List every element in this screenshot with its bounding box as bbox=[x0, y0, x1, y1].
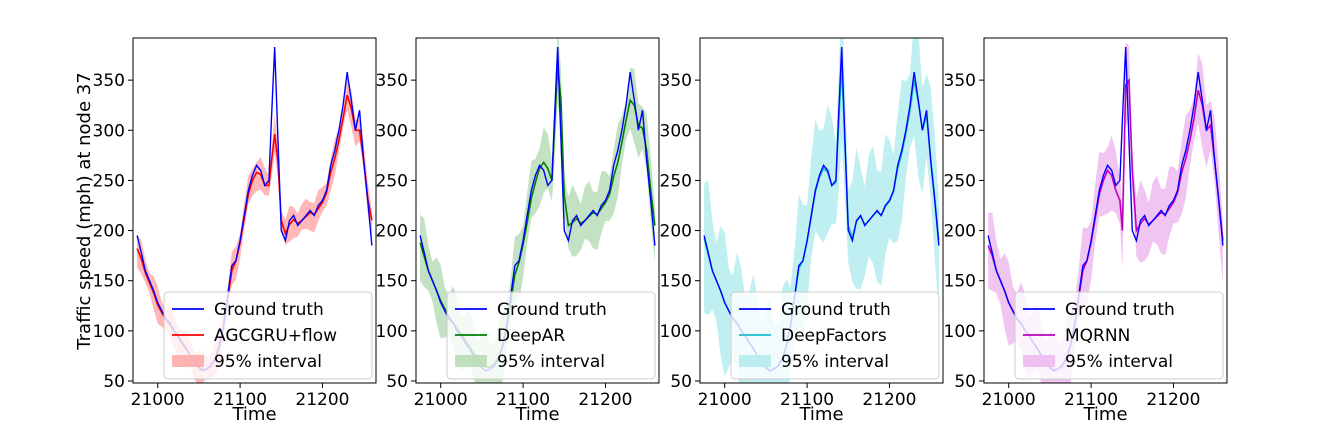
y-tick-label: 50 bbox=[954, 372, 976, 392]
x-tick-label: 21200 bbox=[1146, 390, 1200, 410]
y-tick-label: 50 bbox=[386, 372, 408, 392]
legend-label: 95% interval bbox=[781, 352, 889, 372]
axes-frame bbox=[699, 37, 944, 384]
axes-frame bbox=[132, 37, 377, 384]
x-tick-label: 21000 bbox=[982, 390, 1036, 410]
legend-label: Ground truth bbox=[497, 300, 607, 320]
y-tick-label: 300 bbox=[376, 121, 408, 141]
y-tick-label: 50 bbox=[670, 372, 692, 392]
legend-patch-swatch bbox=[455, 355, 487, 367]
y-tick-label: 250 bbox=[944, 171, 976, 191]
x-tick-label: 21200 bbox=[295, 390, 349, 410]
x-tick-label: 21100 bbox=[1064, 390, 1118, 410]
legend-box bbox=[446, 291, 656, 380]
legend-label: MQRNN bbox=[1065, 326, 1130, 346]
chart-panel-2: 50 100 150 200 250 300 350 21000 21100 21200 Time G… bbox=[376, 37, 660, 425]
interval-band bbox=[420, 38, 655, 383]
x-tick-label: 21000 bbox=[414, 390, 468, 410]
legend-label: 95% interval bbox=[214, 352, 322, 372]
y-tick-label: 350 bbox=[376, 71, 408, 91]
legend-label: AGCGRU+flow bbox=[214, 326, 337, 346]
x-tick-label: 21100 bbox=[496, 390, 550, 410]
axes-frame bbox=[415, 37, 660, 384]
legend-box bbox=[163, 291, 373, 380]
y-tick-label: 200 bbox=[93, 222, 125, 242]
legend-label: DeepAR bbox=[497, 326, 565, 346]
x-tick-label: 21200 bbox=[862, 390, 916, 410]
legend-label: DeepFactors bbox=[781, 326, 887, 346]
y-tick-label: 300 bbox=[944, 121, 976, 141]
y-tick-label: 100 bbox=[660, 322, 692, 342]
y-tick-label: 50 bbox=[103, 372, 125, 392]
y-tick-label: 150 bbox=[93, 272, 125, 292]
x-tick-label: 21100 bbox=[780, 390, 834, 410]
y-tick-label: 350 bbox=[944, 71, 976, 91]
y-tick-label: 200 bbox=[944, 222, 976, 242]
y-tick-label: 100 bbox=[944, 322, 976, 342]
x-axis-label: Time bbox=[231, 404, 276, 425]
y-tick-label: 300 bbox=[660, 121, 692, 141]
y-tick-label: 150 bbox=[944, 272, 976, 292]
y-tick-label: 200 bbox=[660, 222, 692, 242]
chart-panel-3: 50 100 150 200 250 300 350 21000 21100 21200 Time G… bbox=[660, 37, 944, 425]
y-tick-label: 100 bbox=[376, 322, 408, 342]
chart-panel-4: 50 100 150 200 250 300 350 21000 21100 21200 Time G… bbox=[944, 37, 1228, 425]
legend-box bbox=[730, 291, 940, 380]
y-tick-label: 250 bbox=[376, 171, 408, 191]
y-tick-label: 200 bbox=[376, 222, 408, 242]
y-tick-label: 300 bbox=[93, 121, 125, 141]
interval-band bbox=[988, 42, 1223, 383]
legend-label: Ground truth bbox=[1065, 300, 1175, 320]
interval-band bbox=[137, 79, 372, 383]
legend-patch-swatch bbox=[739, 355, 771, 367]
legend-label: 95% interval bbox=[1065, 352, 1173, 372]
y-tick-label: 150 bbox=[376, 272, 408, 292]
x-tick-label: 21000 bbox=[698, 390, 752, 410]
legend-label: 95% interval bbox=[497, 352, 605, 372]
legend-label: Ground truth bbox=[214, 300, 324, 320]
axes-frame bbox=[983, 37, 1228, 384]
y-tick-label: 250 bbox=[660, 171, 692, 191]
y-axis-label: Traffic speed (mph) at node 37 bbox=[74, 72, 95, 350]
y-tick-label: 250 bbox=[93, 171, 125, 191]
legend-patch-swatch bbox=[172, 355, 204, 367]
y-tick-label: 150 bbox=[660, 272, 692, 292]
x-tick-label: 21000 bbox=[131, 390, 185, 410]
x-tick-label: 21100 bbox=[213, 390, 267, 410]
y-tick-label: 100 bbox=[93, 322, 125, 342]
legend-patch-swatch bbox=[1023, 355, 1055, 367]
interval-band bbox=[704, 38, 939, 383]
x-tick-label: 21200 bbox=[578, 390, 632, 410]
chart-panel-1: 50 100 150 200 250 300 350 21000 21100 21200 Time G… bbox=[93, 37, 377, 425]
y-tick-label: 350 bbox=[660, 71, 692, 91]
legend-label: Ground truth bbox=[781, 300, 891, 320]
y-tick-label: 350 bbox=[93, 71, 125, 91]
x-axis-label: Time bbox=[798, 404, 843, 425]
x-axis-label: Time bbox=[1082, 404, 1127, 425]
legend-box bbox=[1014, 291, 1224, 380]
x-axis-label: Time bbox=[514, 404, 559, 425]
